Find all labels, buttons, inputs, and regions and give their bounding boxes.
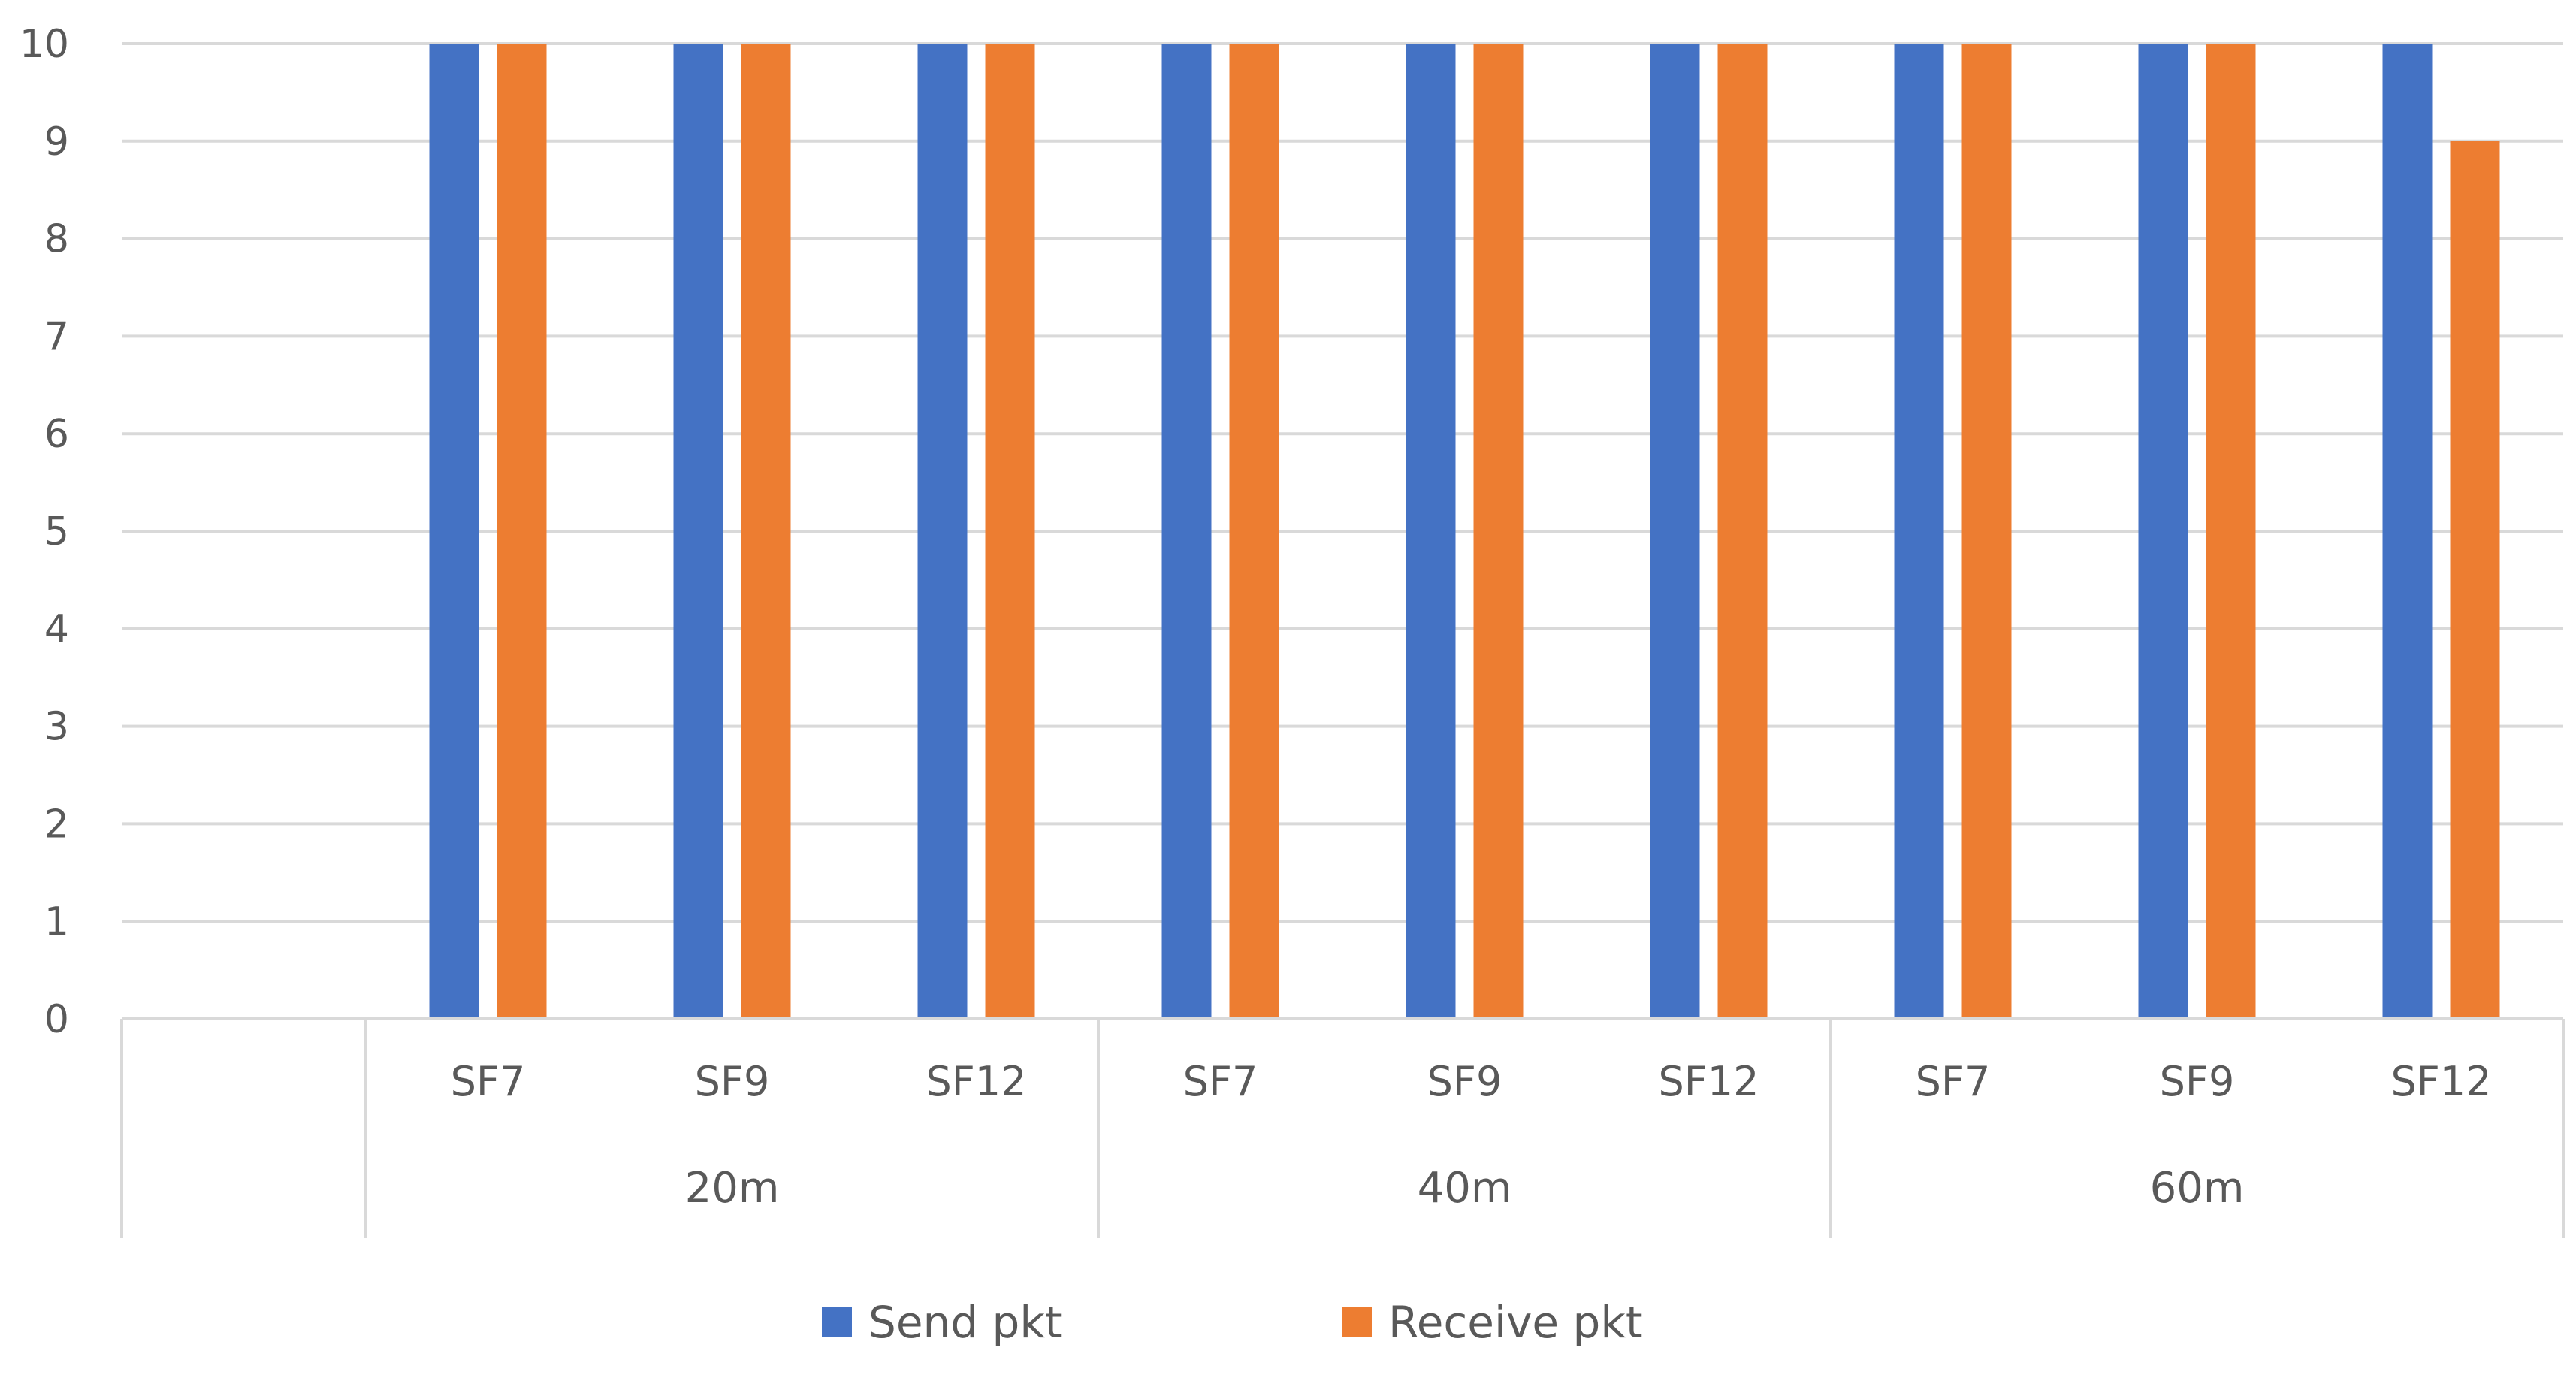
x-group-label: 20m: [685, 1164, 780, 1213]
legend-label: Receive pkt: [1388, 1297, 1643, 1348]
y-tick-label: 3: [44, 705, 69, 750]
bar-receive-pkt: [2206, 44, 2256, 1019]
bar-send-pkt: [1894, 44, 1944, 1019]
bars: [429, 44, 2500, 1019]
bar-receive-pkt: [1717, 44, 1768, 1019]
legend-item-receive-pkt: Receive pkt: [1342, 1297, 1643, 1348]
legend-swatch: [1342, 1307, 1372, 1337]
bar-send-pkt: [429, 44, 479, 1019]
x-category-label: SF9: [2160, 1058, 2235, 1105]
bar-receive-pkt: [1961, 44, 2012, 1019]
bar-send-pkt: [2382, 44, 2433, 1019]
x-category-label: SF7: [1916, 1058, 1991, 1105]
y-tick-label: 9: [44, 119, 69, 165]
y-tick-label: 0: [44, 997, 69, 1042]
legend-label: Send pkt: [868, 1297, 1062, 1348]
x-category-label: SF12: [2390, 1058, 2491, 1105]
bar-send-pkt: [673, 44, 723, 1019]
bar-receive-pkt: [2450, 141, 2500, 1019]
y-axis-tick-labels: 0 1 2 3 4 5 6 7 8 9 10: [20, 22, 69, 1042]
x-category-label: SF9: [695, 1058, 770, 1105]
x-category-label: SF12: [1658, 1058, 1759, 1105]
x-category-label: SF12: [926, 1058, 1026, 1105]
legend-item-send-pkt: Send pkt: [822, 1297, 1062, 1348]
x-category-label: SF7: [1183, 1058, 1258, 1105]
bar-receive-pkt: [741, 44, 791, 1019]
bar-send-pkt: [917, 44, 968, 1019]
x-group-label: 60m: [2150, 1164, 2245, 1213]
bar-receive-pkt: [1229, 44, 1279, 1019]
bar-receive-pkt: [985, 44, 1035, 1019]
x-group-label: 40m: [1418, 1164, 1512, 1213]
y-tick-label: 2: [44, 802, 69, 847]
x-axis: SF7 SF9 SF12 SF7 SF9 SF12 SF7 SF9 SF12 20m 40m 60m: [120, 1017, 2565, 1238]
bar-receive-pkt: [497, 44, 547, 1019]
y-tick-label: 7: [44, 314, 69, 359]
legend: Send pkt Receive pkt: [822, 1297, 1643, 1348]
x-category-label: SF7: [451, 1058, 526, 1105]
y-tick-label: 5: [44, 509, 69, 555]
bar-send-pkt: [1406, 44, 1456, 1019]
bar-send-pkt: [1161, 44, 1212, 1019]
bar-send-pkt: [2138, 44, 2188, 1019]
bar-send-pkt: [1650, 44, 1700, 1019]
legend-swatch: [822, 1307, 852, 1337]
bar-receive-pkt: [1473, 44, 1524, 1019]
y-tick-label: 1: [44, 899, 69, 944]
y-tick-label: 8: [44, 217, 69, 262]
gridlines: [122, 42, 2563, 1020]
y-tick-label: 10: [20, 22, 69, 67]
y-tick-label: 6: [44, 412, 69, 457]
y-tick-label: 4: [44, 607, 69, 652]
x-category-label: SF9: [1427, 1058, 1502, 1105]
